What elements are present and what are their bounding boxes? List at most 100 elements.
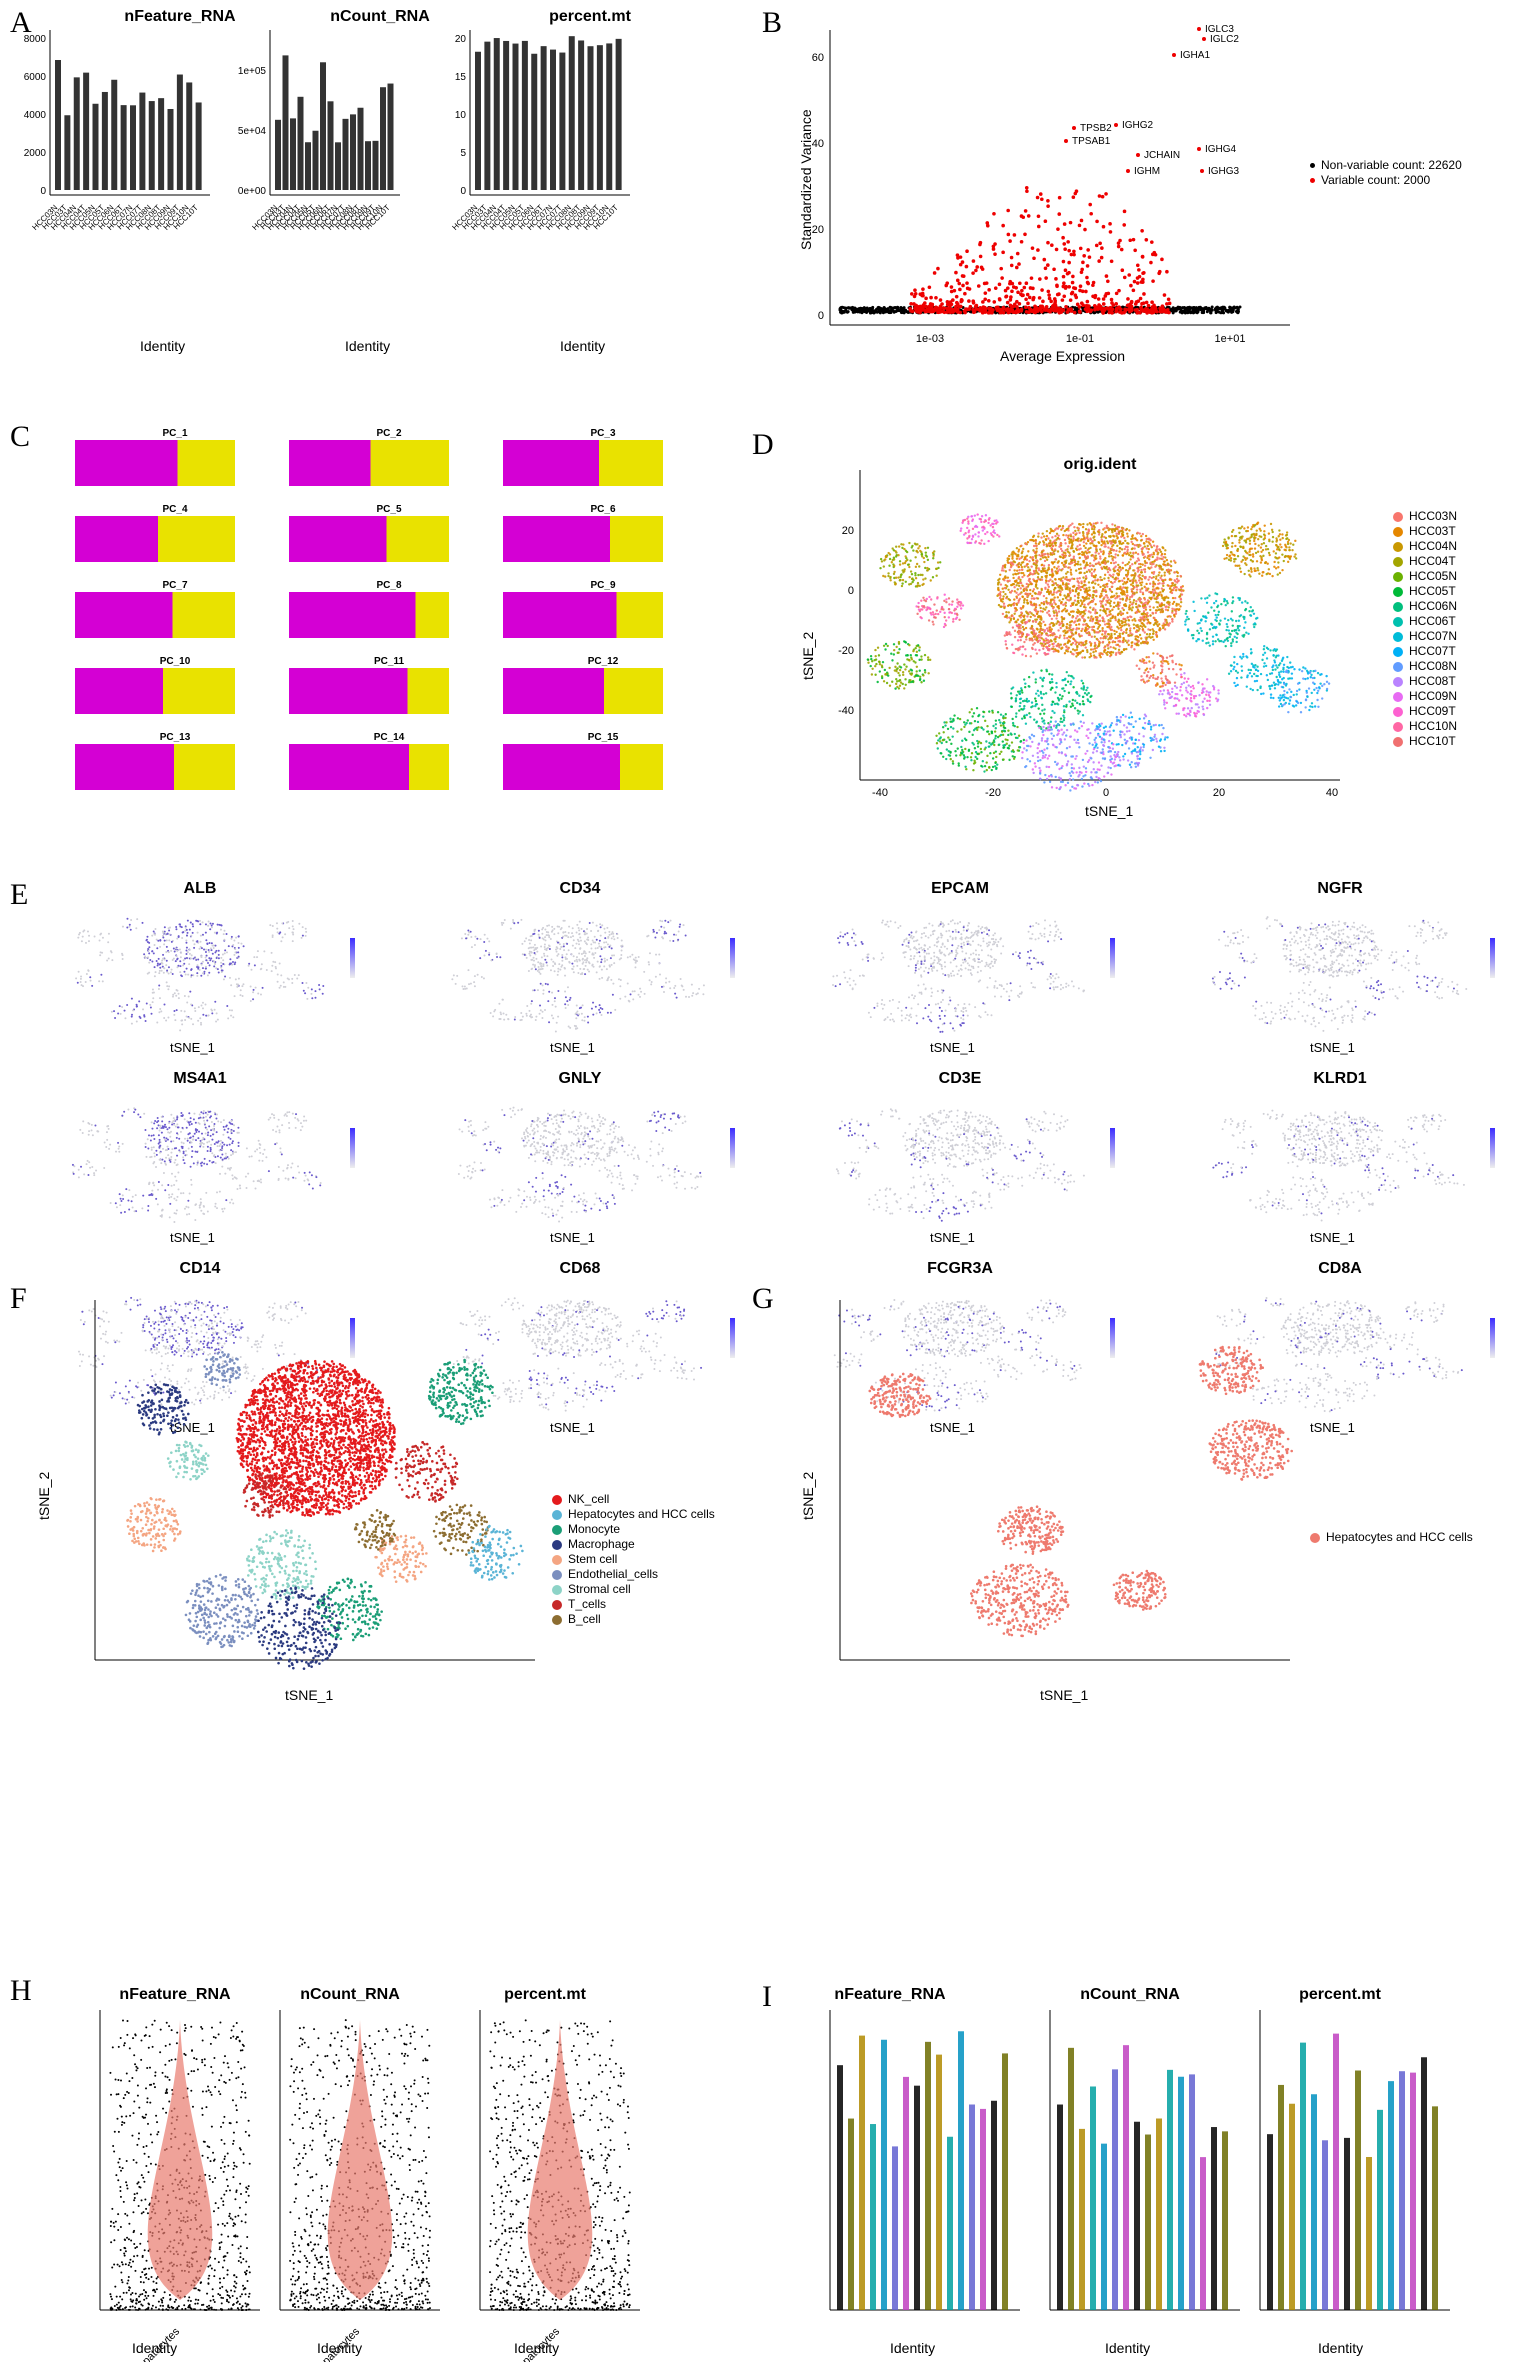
- b-xtick: 1e-03: [916, 333, 944, 345]
- pc-heatmap-matrix: [75, 744, 235, 790]
- a-ytick: 4000: [24, 110, 47, 121]
- panel-letter-b: B: [762, 6, 782, 40]
- pc-heatmap-matrix: [75, 592, 235, 638]
- panel-i-xlabel-2: Identity: [1105, 2340, 1150, 2356]
- feature-plot-alb: ALB tSNE_1: [20, 880, 380, 1055]
- pc-title: PC_8: [289, 580, 489, 592]
- feature-title: GNLY: [400, 1070, 760, 1088]
- legend-celltype: Hepatocytes and HCC cells: [568, 1507, 715, 1522]
- legend-variable: Variable count: 2000: [1321, 173, 1430, 188]
- panel-letter-c: C: [10, 420, 30, 454]
- legend-celltype: Stem cell: [568, 1552, 617, 1567]
- feature-plot-klrd1: KLRD1 tSNE_1: [1160, 1070, 1518, 1245]
- panel-letter-a: A: [10, 6, 32, 40]
- pc-heatmap-matrix: [75, 440, 235, 486]
- legend-sample: HCC04T: [1409, 554, 1456, 569]
- pc-heatmap: PC_7: [75, 580, 275, 642]
- panel-d-ylabel: tSNE_2: [800, 632, 816, 680]
- feature-title: ALB: [20, 880, 380, 898]
- panel-letter-d: D: [752, 428, 774, 462]
- feature-xlabel: tSNE_1: [170, 1420, 215, 1435]
- panel-b-legend: Non-variable count: 22620 Variable count…: [1310, 158, 1462, 188]
- pc-heatmap: PC_11: [289, 656, 489, 718]
- feature-title: CD8A: [1160, 1260, 1518, 1278]
- feature-plot-gnly: GNLY tSNE_1: [400, 1070, 760, 1245]
- panel-h-title-1: nFeature_RNA: [85, 1986, 265, 2004]
- pc-title: PC_13: [75, 732, 275, 744]
- panel-d-title: orig.ident: [1000, 456, 1200, 474]
- legend-sample: HCC07N: [1409, 629, 1457, 644]
- pc-heatmap: PC_1: [75, 428, 275, 490]
- pc-heatmap: PC_4: [75, 504, 275, 566]
- legend-sample: HCC09T: [1409, 704, 1456, 719]
- panel-a-title-2: nCount_RNA: [290, 8, 470, 26]
- pc-heatmap: PC_2: [289, 428, 489, 490]
- feature-xlabel: tSNE_1: [930, 1420, 975, 1435]
- legend-sample: HCC08N: [1409, 659, 1457, 674]
- b-xtick: 1e-01: [1066, 333, 1094, 345]
- legend-celltype: NK_cell: [568, 1492, 609, 1507]
- d-xtick: -20: [985, 787, 1001, 799]
- panel-f-xlabel: tSNE_1: [285, 1687, 333, 1703]
- feature-plot-epcam: EPCAM tSNE_1: [780, 880, 1140, 1055]
- d-ytick: 20: [842, 525, 854, 537]
- b-ytick: 40: [812, 138, 824, 150]
- a-ytick: 20: [455, 34, 467, 45]
- pc-title: PC_15: [503, 732, 703, 744]
- b-ytick: 20: [812, 224, 824, 236]
- panel-g-tsne: [839, 1300, 1294, 1661]
- panel-a-xlabel-2: Identity: [345, 338, 390, 354]
- d-ytick: -20: [838, 645, 854, 657]
- panel-g-ylabel: tSNE_2: [800, 1472, 816, 1520]
- pc-heatmap: PC_15: [503, 732, 703, 794]
- b-ytick: 60: [812, 52, 824, 64]
- pc-title: PC_5: [289, 504, 489, 516]
- panel-b-xlabel: Average Expression: [1000, 348, 1125, 364]
- pc-heatmap: PC_10: [75, 656, 275, 718]
- panel-h-xlabel-2: Identity: [317, 2340, 362, 2356]
- feature-xlabel: tSNE_1: [1310, 1230, 1355, 1245]
- legend-celltype: Monocyte: [568, 1522, 620, 1537]
- feature-plot-cd8a: CD8A tSNE_1: [1160, 1260, 1518, 1435]
- pc-heatmap: PC_5: [289, 504, 489, 566]
- pc-title: PC_7: [75, 580, 275, 592]
- legend-sample: HCC10N: [1409, 719, 1457, 734]
- b-gene-label: IGLC3: [1205, 24, 1234, 35]
- pc-heatmap: PC_14: [289, 732, 489, 794]
- panel-b-ylabel: Standardized Variance: [798, 109, 814, 250]
- pc-title: PC_14: [289, 732, 489, 744]
- a-ytick: 8000: [24, 34, 47, 45]
- legend-sample: HCC04N: [1409, 539, 1457, 554]
- d-xtick: 40: [1326, 787, 1338, 799]
- feature-xlabel: tSNE_1: [170, 1040, 215, 1055]
- feature-plot-ms4a1: MS4A1 tSNE_1: [20, 1070, 380, 1245]
- pc-heatmap-matrix: [503, 592, 663, 638]
- pc-heatmap-matrix: [503, 516, 663, 562]
- panel-g-xlabel: tSNE_1: [1040, 1687, 1088, 1703]
- panel-i-title-1: nFeature_RNA: [800, 1986, 980, 2004]
- a-ytick: 5: [460, 148, 466, 159]
- legend-nonvariable: Non-variable count: 22620: [1321, 158, 1462, 173]
- legend-sample: HCC05N: [1409, 569, 1457, 584]
- panel-i-title-2: nCount_RNA: [1040, 1986, 1220, 2004]
- panel-h-xlabel-1: Identity: [132, 2340, 177, 2356]
- b-gene-label: JCHAIN: [1144, 150, 1180, 161]
- legend-sample: HCC10T: [1409, 734, 1456, 749]
- legend-celltype: Endothelial_cells: [568, 1567, 658, 1582]
- feature-plot-ngfr: NGFR tSNE_1: [1160, 880, 1518, 1055]
- legend-sample: HCC05T: [1409, 584, 1456, 599]
- pc-title: PC_10: [75, 656, 275, 668]
- legend-celltype: Macrophage: [568, 1537, 635, 1552]
- b-gene-label: TPSB2: [1080, 123, 1112, 134]
- pc-heatmap-matrix: [75, 668, 235, 714]
- d-ytick: 0: [848, 585, 854, 597]
- panel-f-legend: NK_cell Hepatocytes and HCC cells Monocyte…: [552, 1492, 715, 1627]
- legend-sample: HCC07T: [1409, 644, 1456, 659]
- pc-heatmap-matrix: [289, 592, 449, 638]
- panel-i-xlabel-3: Identity: [1318, 2340, 1363, 2356]
- feature-title: FCGR3A: [780, 1260, 1140, 1278]
- pc-title: PC_2: [289, 428, 489, 440]
- feature-plot-cd3e: CD3E tSNE_1: [780, 1070, 1140, 1245]
- legend-hepatocytes: Hepatocytes and HCC cells: [1326, 1530, 1473, 1545]
